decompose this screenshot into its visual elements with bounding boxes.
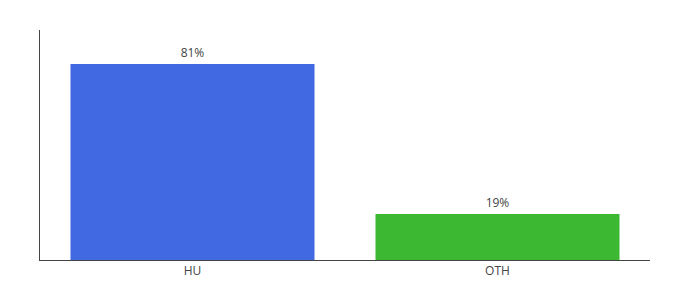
svg-text:19%: 19% bbox=[486, 194, 510, 211]
svg-text:OTH: OTH bbox=[485, 262, 510, 279]
svg-text:81%: 81% bbox=[181, 44, 205, 61]
svg-text:HU: HU bbox=[184, 262, 202, 279]
